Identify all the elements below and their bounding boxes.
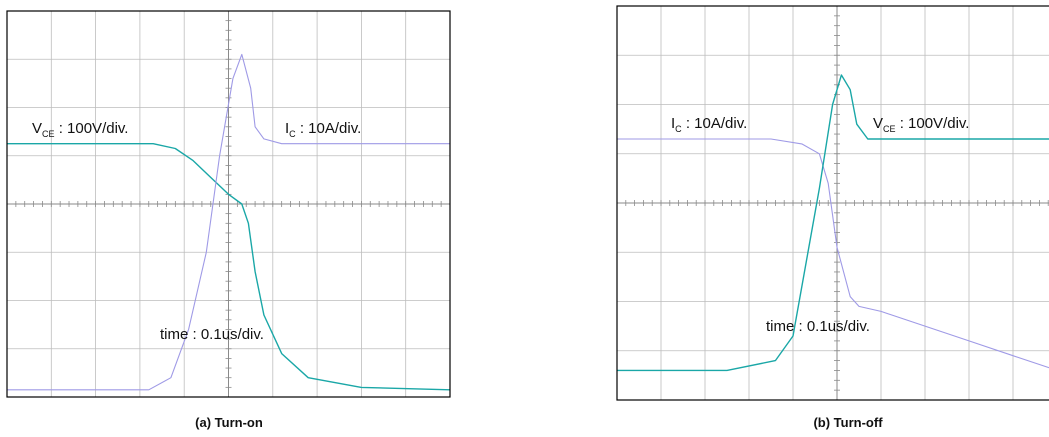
trace-vce-turn-on [7, 142, 451, 391]
chart-turn-on: VCE : 100V/div. IC : 10A/div. time : 0.1… [6, 10, 451, 430]
caption-turn-on: (a) Turn-on [195, 415, 263, 430]
series-turn-on [7, 53, 451, 391]
plot-frame-turn-off [616, 5, 1049, 401]
ic-scale-label-turn-off: IC : 10A/div. [671, 115, 747, 134]
grid-turn-off [617, 6, 1049, 400]
vce-scale-label-turn-off: VCE : 100V/div. [873, 115, 969, 134]
plot-frame-turn-on [6, 10, 451, 398]
grid-turn-on [7, 11, 450, 397]
time-scale-label-turn-on: time : 0.1us/div. [160, 326, 264, 343]
trace-ic-turn-on [7, 53, 450, 391]
vce-scale-label-turn-on: VCE : 100V/div. [32, 120, 128, 139]
caption-turn-off: (b) Turn-off [813, 415, 883, 430]
trace-vce-turn-off [617, 74, 1049, 372]
time-scale-label-turn-off: time : 0.1us/div. [766, 318, 870, 335]
trace-ic-turn-off [617, 138, 1049, 369]
chart-turn-off: IC : 10A/div. VCE : 100V/div. time : 0.1… [616, 5, 1049, 430]
ic-scale-label-turn-on: IC : 10A/div. [285, 120, 361, 139]
series-turn-off [617, 74, 1049, 372]
